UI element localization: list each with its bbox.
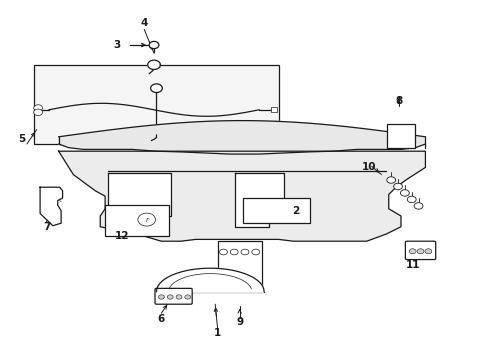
Circle shape	[413, 203, 422, 209]
Text: 10: 10	[361, 162, 376, 172]
Text: 11: 11	[405, 260, 420, 270]
Circle shape	[407, 196, 415, 203]
Circle shape	[393, 183, 402, 190]
Polygon shape	[156, 268, 264, 292]
Polygon shape	[40, 187, 62, 226]
Circle shape	[219, 249, 227, 255]
Polygon shape	[147, 60, 160, 69]
Circle shape	[408, 249, 415, 254]
Circle shape	[184, 295, 190, 299]
Bar	[243, 198, 309, 223]
Circle shape	[241, 249, 248, 255]
Bar	[217, 241, 261, 290]
Polygon shape	[107, 173, 171, 227]
Text: 9: 9	[236, 317, 243, 327]
Circle shape	[251, 249, 259, 255]
Text: 7: 7	[42, 222, 50, 232]
Text: 2: 2	[292, 206, 299, 216]
Bar	[271, 107, 277, 112]
Text: 4: 4	[140, 18, 148, 28]
Circle shape	[167, 295, 173, 299]
Text: 8: 8	[394, 96, 401, 106]
Text: 6: 6	[158, 314, 164, 324]
Circle shape	[230, 249, 238, 255]
Circle shape	[150, 84, 162, 93]
Circle shape	[34, 105, 42, 111]
Text: 12: 12	[115, 231, 129, 241]
Polygon shape	[59, 151, 425, 241]
Circle shape	[416, 249, 423, 254]
Text: 1: 1	[214, 328, 221, 338]
Circle shape	[386, 177, 395, 183]
Polygon shape	[234, 173, 283, 227]
Bar	[34, 65, 278, 144]
Bar	[105, 205, 168, 236]
FancyBboxPatch shape	[155, 288, 192, 304]
Circle shape	[158, 295, 164, 299]
Circle shape	[34, 109, 42, 116]
Circle shape	[400, 190, 408, 196]
Text: 3: 3	[114, 40, 121, 50]
Text: 5: 5	[19, 134, 25, 144]
Circle shape	[424, 249, 431, 254]
Text: r: r	[145, 217, 148, 222]
Polygon shape	[59, 121, 425, 154]
Circle shape	[138, 213, 155, 226]
Bar	[386, 124, 414, 148]
Circle shape	[176, 295, 182, 299]
FancyBboxPatch shape	[405, 241, 435, 260]
Circle shape	[149, 41, 159, 49]
